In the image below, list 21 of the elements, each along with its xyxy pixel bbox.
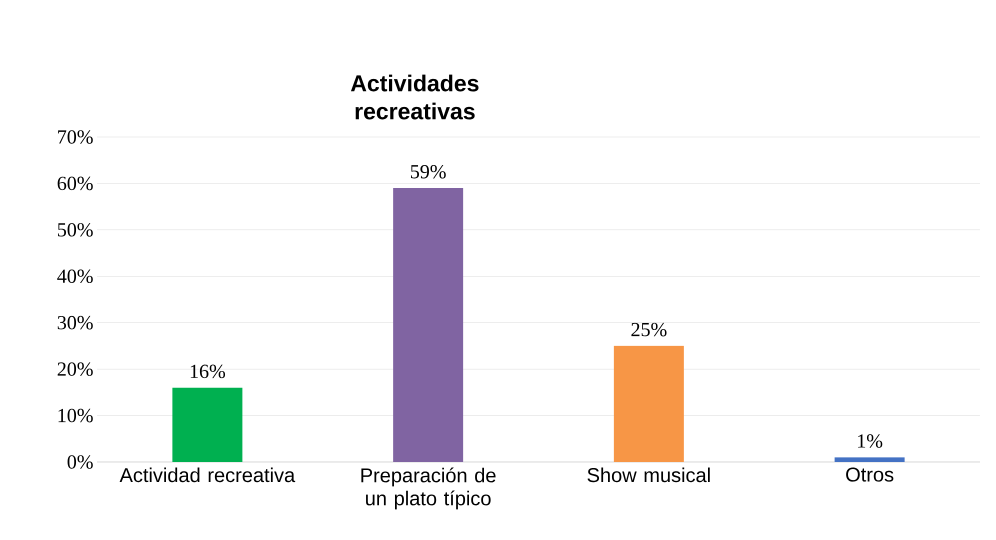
y-tick-label: 50% [58, 223, 93, 237]
y-tick-label: 70% [58, 130, 93, 144]
bar [614, 346, 684, 462]
y-tick-label: 40% [57, 269, 93, 284]
x-tick-label: Preparación de un plato típico [361, 468, 496, 510]
y-tick-label: 10% [58, 408, 93, 422]
data-label: 59% [410, 164, 446, 179]
bar [393, 188, 464, 462]
y-tick-label: 60% [58, 176, 93, 190]
data-label: 1% [858, 434, 882, 448]
y-tick-label: 30% [58, 316, 93, 330]
y-tick-label: 0% [68, 455, 93, 469]
bar [834, 457, 905, 462]
x-tick-label: Otros [846, 468, 894, 482]
x-tick-label: Actividad recreativa [120, 468, 296, 482]
bar [172, 388, 242, 462]
x-tick-label: Show musical [588, 468, 710, 482]
data-label: 25% [631, 322, 667, 336]
data-label: 16% [190, 364, 226, 378]
chart-title: Actividades recreativas [350, 74, 478, 120]
y-tick-label: 20% [58, 362, 93, 376]
